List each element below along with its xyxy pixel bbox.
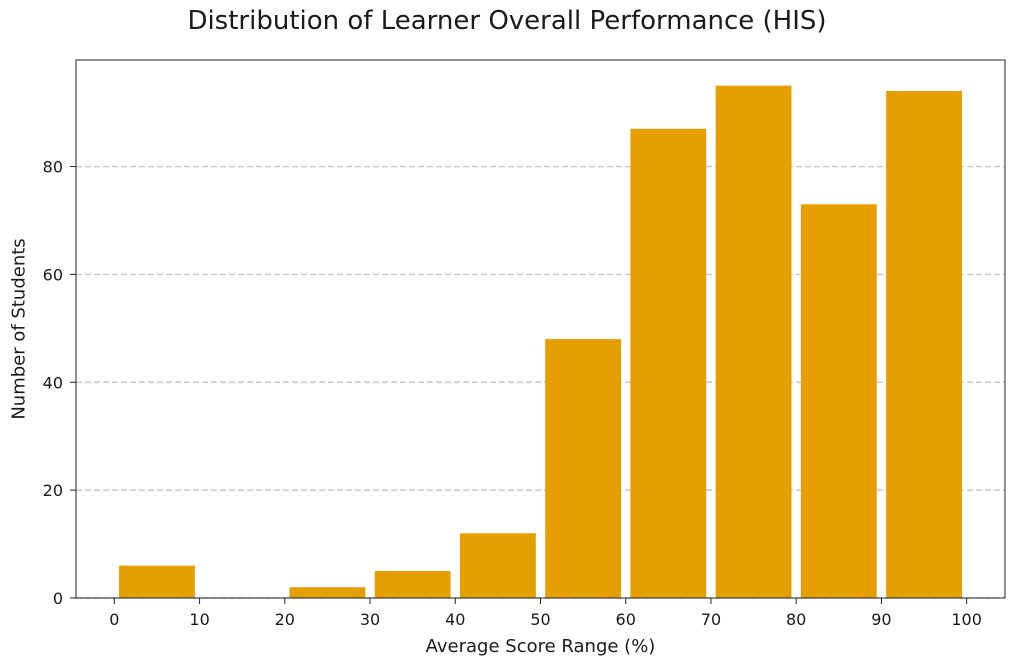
y-tick-label: 20 (43, 481, 63, 500)
bar (459, 533, 536, 598)
x-tick-label: 40 (445, 610, 465, 629)
x-tick-label: 60 (616, 610, 636, 629)
bar (289, 587, 366, 598)
bar (374, 571, 451, 598)
x-tick-label: 80 (786, 610, 806, 629)
x-tick-label: 90 (871, 610, 891, 629)
y-axis-label: Number of Students (8, 238, 30, 420)
x-tick-label: 70 (701, 610, 721, 629)
bar (800, 204, 877, 598)
x-tick-label: 30 (360, 610, 380, 629)
x-tick-label: 100 (951, 610, 982, 629)
x-tick-label: 50 (530, 610, 550, 629)
y-tick-label: 60 (43, 265, 63, 284)
x-tick-label: 0 (109, 610, 119, 629)
x-tick-label: 10 (189, 610, 209, 629)
bar (119, 565, 195, 598)
y-tick-label: 80 (43, 158, 63, 177)
bar (886, 91, 962, 598)
chart-title: Distribution of Learner Overall Performa… (187, 6, 827, 36)
x-tick-label: 20 (275, 610, 295, 629)
x-axis-label: Average Score Range (%) (425, 636, 656, 657)
bar (630, 128, 707, 599)
y-tick-label: 40 (43, 373, 63, 392)
bar (715, 85, 792, 599)
y-tick-label: 0 (53, 589, 63, 608)
bar (545, 339, 622, 598)
